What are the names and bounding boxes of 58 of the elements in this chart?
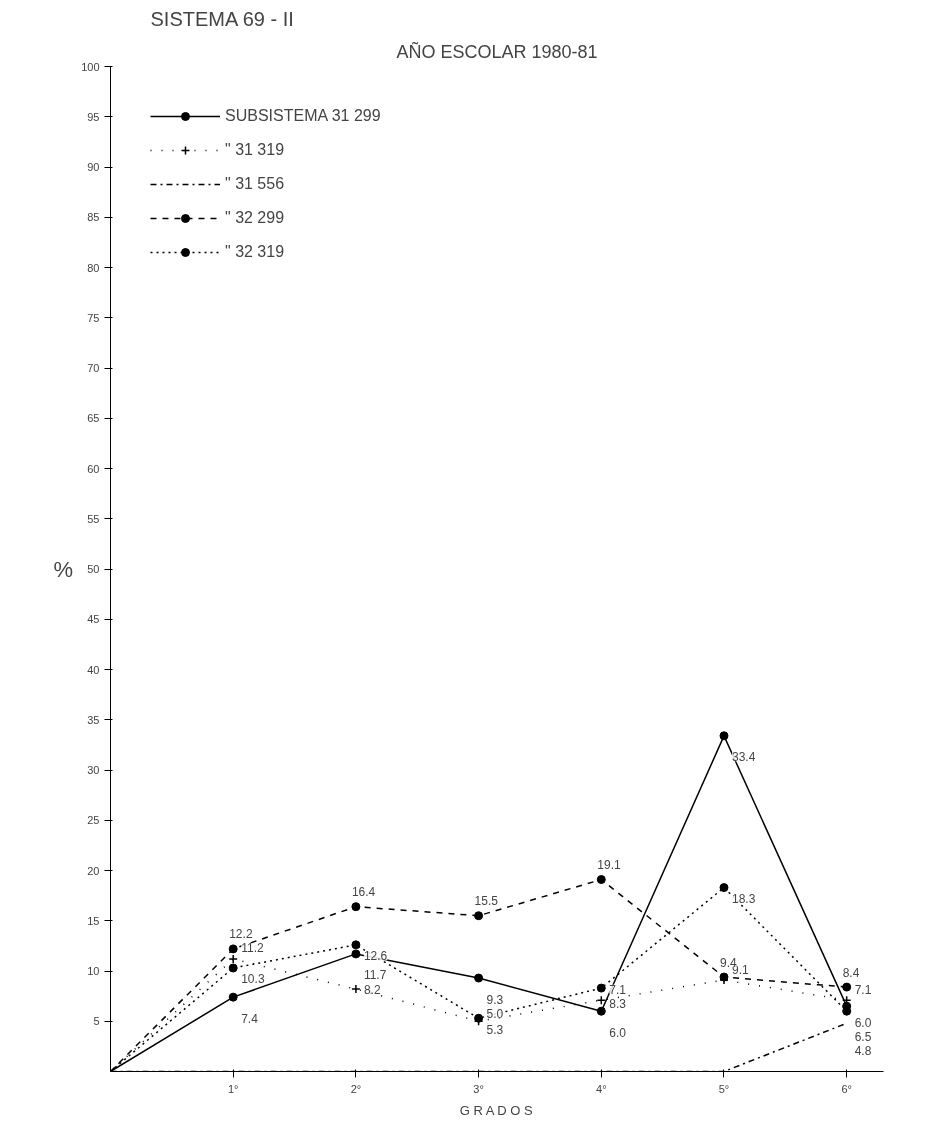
data-label: 8.2 (363, 982, 381, 997)
y-tick-label: 75 (87, 311, 100, 324)
data-label: 5.3 (486, 1022, 504, 1037)
data-label: 18.3 (731, 892, 756, 907)
x-tick-label: 4° (596, 1082, 607, 1095)
x-axis-title: G R A D O S (459, 1102, 534, 1118)
y-axis-title: % (53, 556, 74, 582)
y-tick-label: 90 (87, 161, 100, 173)
data-label: 8.4 (842, 965, 860, 980)
legend-label: " 31 319 (225, 141, 285, 159)
y-tick-label: 35 (87, 713, 100, 726)
data-label: 6.5 (854, 1029, 872, 1044)
data-label: 5.0 (486, 1006, 504, 1021)
data-label: 4.8 (854, 1043, 872, 1058)
legend-label: " 32 319 (225, 243, 285, 261)
data-label: 7.1 (854, 982, 872, 997)
data-label: 15.5 (474, 894, 499, 909)
x-tick-label: 5° (718, 1082, 730, 1095)
chart-title: SISTEMA 69 - II (150, 7, 294, 30)
y-tick-label: 10 (87, 965, 100, 977)
y-tick-label: 40 (87, 663, 100, 676)
data-label: 11.2 (241, 941, 264, 956)
data-label: 16.4 (351, 885, 376, 900)
chart-subtitle: AÑO ESCOLAR 1980-81 (396, 40, 598, 62)
data-label: 33.4 (731, 750, 756, 765)
data-label: 12.2 (229, 927, 253, 942)
y-tick-label: 100 (81, 60, 100, 73)
data-label: 8.3 (609, 996, 627, 1011)
y-tick-label: 15 (87, 914, 100, 927)
y-tick-label: 50 (87, 563, 100, 575)
y-tick-label: 70 (87, 362, 100, 374)
y-tick-label: 5 (93, 1015, 100, 1028)
y-tick-label: 45 (87, 613, 100, 626)
x-tick-label: 1° (227, 1082, 239, 1095)
data-label: 7.4 (241, 1011, 259, 1026)
data-label: 6.0 (854, 1015, 872, 1030)
y-tick-label: 30 (87, 764, 100, 776)
data-label: 11.7 (363, 968, 387, 983)
data-label: 19.1 (597, 858, 621, 873)
y-tick-label: 80 (87, 261, 100, 274)
data-label: 9.3 (486, 992, 504, 1007)
legend-label: " 31 556 (225, 175, 285, 193)
data-label: 12.6 (363, 949, 388, 964)
y-tick-label: 25 (87, 814, 100, 827)
y-tick-label: 60 (87, 462, 100, 475)
data-label: 7.1 (609, 982, 627, 997)
y-tick-label: 55 (87, 512, 100, 525)
x-tick-label: 6° (841, 1082, 852, 1095)
x-tick-label: 2° (350, 1082, 362, 1095)
data-label: 10.3 (241, 972, 265, 987)
data-label: 6.0 (609, 1025, 627, 1040)
x-tick-label: 3° (473, 1082, 484, 1095)
y-tick-label: 65 (87, 412, 100, 425)
legend-label: SUBSISTEMA 31 299 (225, 107, 381, 125)
y-tick-label: 85 (87, 211, 100, 224)
legend-label: " 32 299 (225, 209, 285, 227)
y-tick-label: 95 (87, 110, 100, 123)
y-tick-label: 20 (87, 864, 100, 877)
